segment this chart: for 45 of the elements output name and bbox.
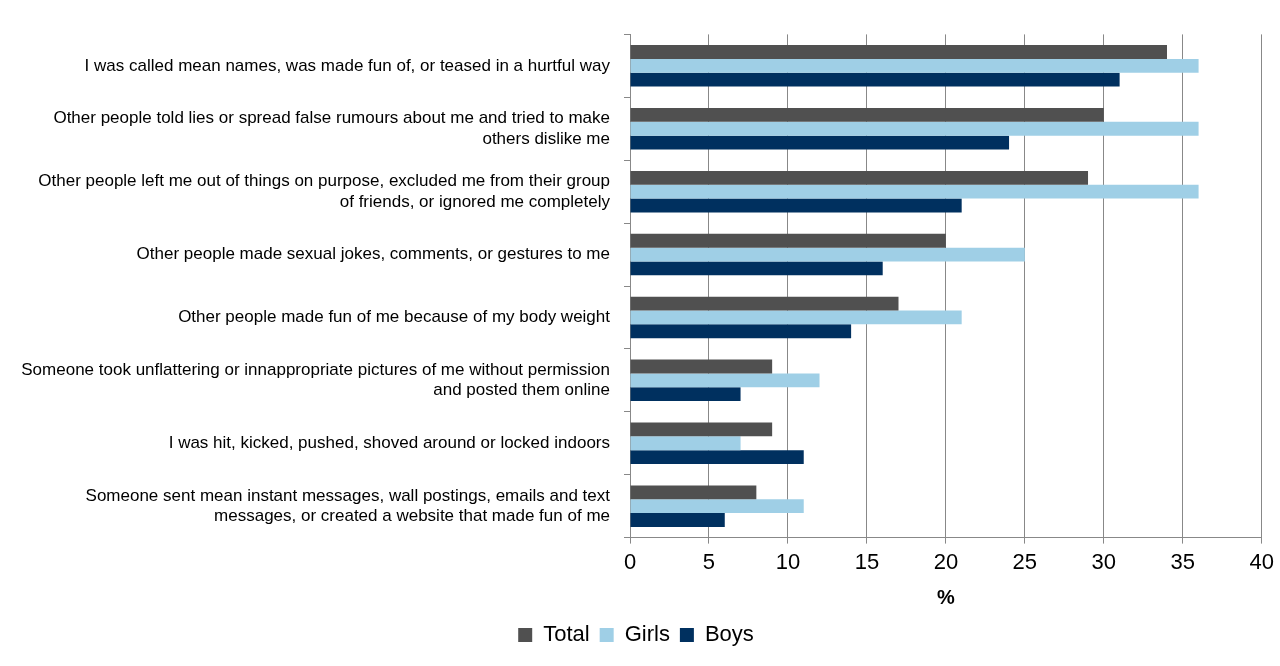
- x-tick-label: 40: [1249, 548, 1275, 574]
- x-tick-label: 25: [1012, 548, 1038, 574]
- bar: [630, 247, 1025, 262]
- bar: [630, 135, 1010, 150]
- bar: [630, 184, 1199, 199]
- x-tick-label: 10: [775, 548, 801, 574]
- bar: [630, 170, 1089, 185]
- y-tick-label: I was called mean names, was made fun of, or teased in a hurtful way: [84, 55, 611, 75]
- y-tick-label: Other people made fun of me because of my body weight: [178, 307, 611, 327]
- y-tick-label: Someone took unflattering or innappropriate pictures of me without permission and posted them online: [21, 359, 610, 400]
- bar: [630, 107, 1104, 122]
- bar: [630, 450, 804, 465]
- bar: [630, 233, 946, 248]
- x-axis-title: %: [936, 585, 955, 608]
- bar: [630, 387, 741, 402]
- bar: [630, 58, 1199, 73]
- x-tick-label: 35: [1170, 548, 1196, 574]
- bar: [630, 513, 725, 527]
- bar: [630, 359, 773, 374]
- y-tick-label: Someone sent mean instant messages, wall postings, emails and text messages, or created a website that made fun of me: [85, 485, 611, 526]
- x-tick-label: 15: [854, 548, 880, 574]
- y-tick-label: Other people made sexual jokes, comments, or gestures to me: [136, 244, 610, 264]
- x-tick-label: 30: [1091, 548, 1117, 574]
- bar: [630, 422, 773, 437]
- bar: [630, 296, 899, 311]
- bar: [630, 72, 1120, 87]
- bar: [630, 121, 1199, 136]
- bar: [630, 436, 741, 451]
- legend-label: Girls: [624, 621, 670, 647]
- legend-label: Total: [543, 621, 590, 647]
- y-tick-label: I was hit, kicked, pushed, shoved around or locked indoors: [168, 432, 610, 452]
- bar: [630, 499, 804, 514]
- y-tick-label: Other people told lies or spread false rumours about me and tried to make others dislike me: [53, 108, 610, 148]
- x-tick-label: 0: [623, 548, 637, 574]
- bar: [630, 324, 852, 339]
- bar: [630, 45, 1167, 59]
- bar: [630, 485, 757, 500]
- x-tick-label: 5: [702, 548, 716, 574]
- legend-label: Boys: [704, 621, 754, 647]
- bar: [630, 373, 820, 388]
- bar: [630, 198, 962, 213]
- y-tick-label: Other people left me out of things on purpose, excluded me from their group of friends, or ignored me completely: [38, 171, 611, 211]
- bar: [630, 310, 962, 325]
- bar: [630, 261, 883, 276]
- x-tick-label: 20: [933, 548, 959, 574]
